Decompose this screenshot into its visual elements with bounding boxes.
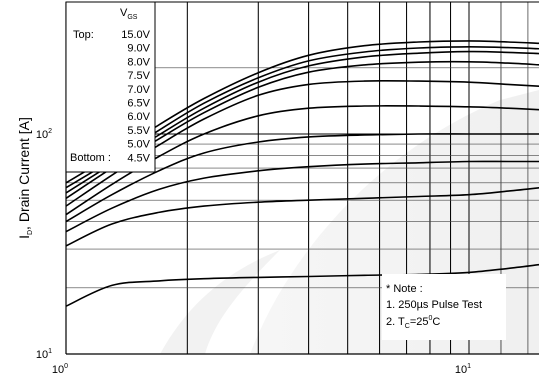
legend-bottom-label: Bottom : (70, 152, 111, 164)
series-line-8 (66, 160, 539, 233)
note-title: * Note : (386, 283, 423, 295)
legend-entry: 9.0V (127, 43, 150, 55)
legend-entry: 7.5V (127, 70, 150, 82)
legend-entry: 15.0V (121, 29, 150, 41)
note-box-frame (382, 274, 506, 340)
legend-entry: 5.0V (127, 139, 150, 151)
chart-grid (66, 2, 539, 354)
y-axis-label: ID, Drain Current [A] (16, 117, 34, 239)
series-line-7 (66, 133, 539, 223)
y-tick-label: 101 (36, 348, 52, 361)
legend-entry: 4.5V (127, 152, 150, 164)
legend-entry: 8.0V (127, 56, 150, 68)
legend-box (65, 1, 156, 173)
x-tick-label: 101 (455, 363, 471, 376)
y-tick-label: 102 (36, 128, 52, 141)
legend-entries: 15.0V 9.0V8.0V 7.5V 7.0V 6.5V6.0V 5.5V 5.0V4.5… (121, 29, 150, 164)
legend-header: VGS (120, 7, 138, 21)
legend-top-label: Top: (73, 29, 94, 41)
legend-entry: 7.0V (127, 84, 150, 96)
legend-entry: 5.5V (127, 125, 150, 137)
legend-entry: 6.5V (127, 98, 150, 110)
legend: VGS Top: Bottom : 15.0V 9.0V8.0V 7.5V 7.0V 6… (65, 1, 156, 173)
series-line-10 (66, 263, 539, 307)
legend-entry: 6.0V (127, 111, 150, 123)
note-line-2: 2. TC=250C (386, 315, 440, 330)
note-line-1: 1. 250µs Pulse Test (386, 299, 482, 311)
note-box: * Note : 1. 250µs Pulse Test 2. TC=250C (382, 274, 506, 340)
series-line-9 (66, 187, 539, 247)
x-tick-label: 100 (52, 363, 68, 376)
